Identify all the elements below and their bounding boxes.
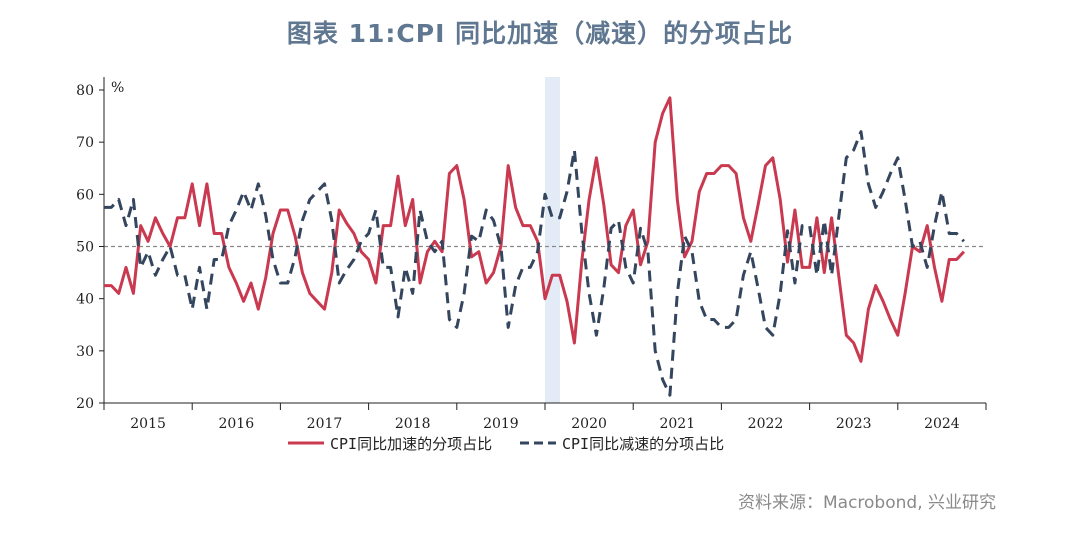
series-decel-line bbox=[104, 130, 965, 397]
y-unit-label: % bbox=[111, 80, 124, 96]
x-tick-label-2019: 2019 bbox=[483, 416, 519, 432]
x-tick-label-2022: 2022 bbox=[748, 416, 784, 432]
y-tick-label-80: 80 bbox=[76, 83, 94, 99]
x-tick-label-2020: 2020 bbox=[571, 416, 607, 432]
x-tick-label-2017: 2017 bbox=[307, 416, 343, 432]
source-note: 资料来源：Macrobond, 兴业研究 bbox=[737, 493, 996, 513]
x-tick-label-2023: 2023 bbox=[836, 416, 872, 432]
y-tick-label-50: 50 bbox=[76, 240, 94, 256]
legend-label-1: CPI同比减速的分项占比 bbox=[562, 435, 724, 453]
x-tick-label-2024: 2024 bbox=[924, 416, 960, 432]
y-tick-label-60: 60 bbox=[76, 187, 94, 203]
y-tick-label-40: 40 bbox=[76, 292, 94, 308]
y-tick-label-70: 70 bbox=[76, 135, 94, 151]
x-tick-label-2015: 2015 bbox=[130, 416, 166, 432]
x-tick-label-2018: 2018 bbox=[395, 416, 431, 432]
chart-title: 图表 11:CPI 同比加速（减速）的分项占比 bbox=[286, 19, 794, 48]
y-tick-label-30: 30 bbox=[76, 344, 94, 360]
legend-label-0: CPI同比加速的分项占比 bbox=[330, 435, 492, 453]
x-tick-label-2016: 2016 bbox=[218, 416, 254, 432]
series-accel-line bbox=[104, 96, 965, 363]
x-tick-label-2021: 2021 bbox=[659, 416, 695, 432]
shaded-region bbox=[545, 77, 560, 403]
y-tick-label-20: 20 bbox=[76, 396, 94, 412]
